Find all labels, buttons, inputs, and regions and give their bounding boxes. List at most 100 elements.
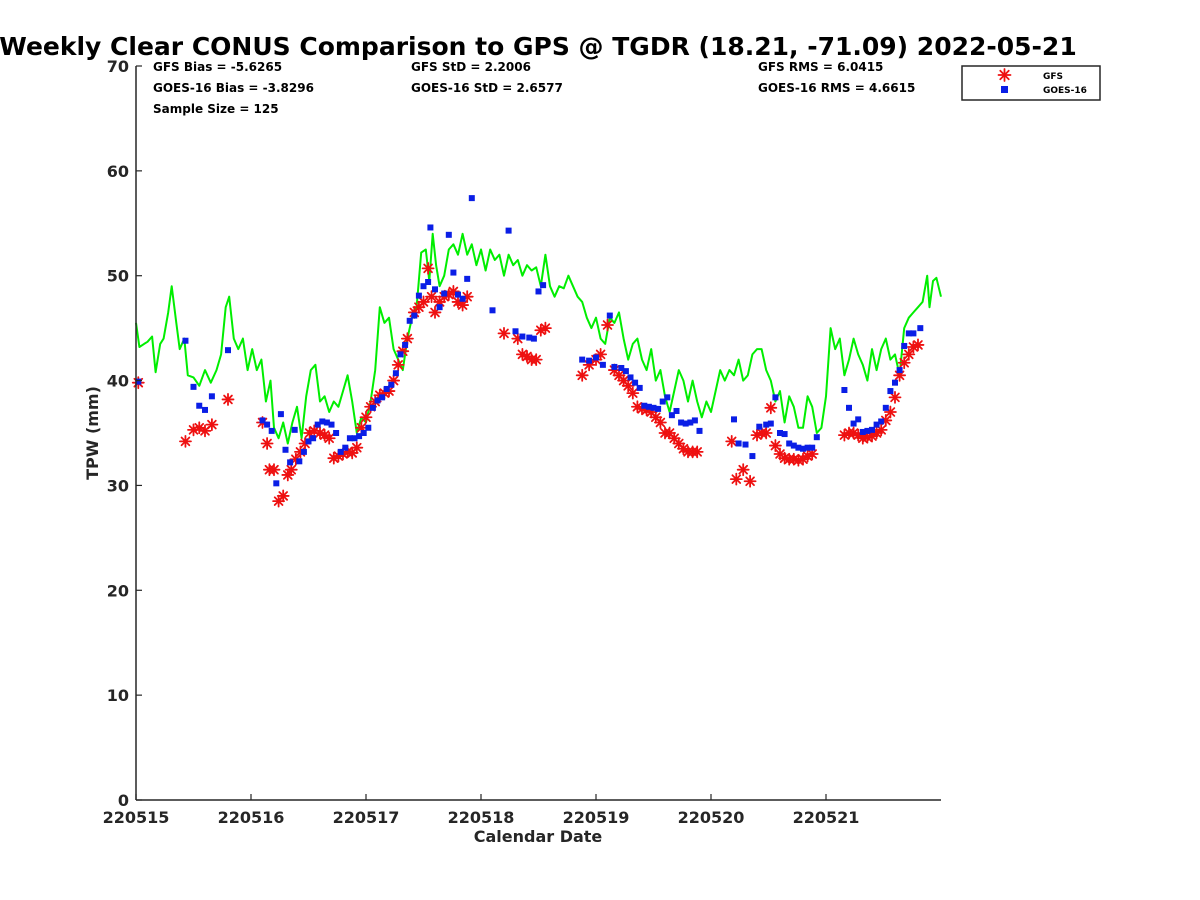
gfs-point — [322, 431, 336, 445]
gfs-point — [260, 437, 274, 450]
goes-point — [664, 394, 671, 401]
x-axis-ticks: 220515 220516 220517 220518 220519 220520 2205… — [103, 794, 860, 827]
goes-point — [579, 356, 586, 363]
gfs-series — [131, 261, 925, 508]
legend-gfs-label: GFS — [1043, 72, 1063, 82]
goes-point — [659, 398, 666, 405]
y-tick-label: 30 — [107, 476, 129, 495]
goes-point — [468, 195, 475, 202]
goes-point — [599, 361, 606, 368]
gfs-point — [759, 426, 773, 440]
goes-point — [781, 431, 788, 438]
goes-point — [526, 334, 533, 341]
x-tick-label: 220519 — [563, 808, 630, 827]
goes-point — [606, 312, 613, 319]
legend-goes-label: GOES-16 — [1043, 86, 1087, 96]
goes-point — [905, 330, 912, 337]
y-axis-ticks: 0 10 20 30 40 50 60 70 — [107, 57, 142, 810]
x-tick-label: 220517 — [333, 808, 400, 827]
goes-point — [678, 419, 685, 426]
goes-point — [196, 402, 203, 409]
goes-point — [259, 417, 266, 424]
goes-point — [687, 419, 694, 426]
goes-point — [264, 421, 271, 428]
goes-point — [650, 404, 657, 411]
goes-point — [346, 435, 353, 442]
goes-point — [641, 402, 648, 409]
goes-point — [489, 307, 496, 314]
goes-point — [333, 430, 340, 436]
goes-point — [225, 347, 231, 354]
gfs-point — [654, 416, 667, 429]
goes-point — [402, 341, 409, 348]
legend: GFS GOES-16 — [961, 65, 1101, 101]
gfs-point — [736, 463, 750, 477]
goes-point — [420, 283, 427, 290]
goes-point — [813, 434, 820, 441]
goes-point — [864, 427, 871, 434]
goes-point — [790, 442, 797, 449]
gfs-point — [764, 401, 778, 415]
x-tick-label: 220515 — [103, 808, 170, 827]
goes-point — [618, 364, 625, 371]
x-axis-label: Calendar Date — [474, 827, 603, 846]
x-tick-label: 220521 — [793, 808, 860, 827]
gfs-point — [529, 353, 543, 367]
y-tick-label: 0 — [118, 791, 129, 810]
goes-point — [850, 420, 857, 427]
goes-point — [841, 387, 848, 394]
goes-point — [388, 381, 395, 388]
gfs-point — [425, 290, 438, 304]
goes-point — [540, 282, 547, 289]
goes-point — [182, 337, 189, 344]
goes-point — [655, 405, 662, 412]
gfs-point — [631, 400, 644, 414]
gfs-point — [539, 321, 552, 335]
legend-box — [961, 65, 1101, 101]
goes-bias-text: GOES-16 Bias = -3.8296 — [153, 81, 314, 95]
gfs-point — [205, 418, 219, 432]
goes-point — [406, 317, 413, 324]
goes-point — [795, 444, 802, 451]
goes-point — [268, 427, 275, 434]
goes-point — [287, 459, 294, 466]
gfs-point — [725, 434, 739, 448]
goes-point — [337, 448, 344, 455]
goes-point — [696, 427, 703, 434]
goes-point — [305, 438, 312, 445]
stats-block: GFS Bias = -5.6265 GOES-16 Bias = -3.829… — [153, 60, 915, 116]
gps-series — [135, 232, 942, 445]
goes-point — [611, 363, 618, 370]
x-tick-label: 220520 — [678, 808, 745, 827]
goes-point — [645, 403, 652, 410]
gfs-point — [276, 489, 290, 503]
goes-point — [282, 446, 289, 453]
goes-point — [691, 417, 698, 424]
goes-rms-text: GOES-16 RMS = 4.6615 — [758, 81, 915, 95]
goes-point — [593, 354, 599, 361]
goes-point — [310, 435, 317, 442]
goes-point — [530, 335, 537, 342]
gfs-point — [497, 326, 511, 340]
gfs-point — [897, 356, 911, 370]
goes-point — [392, 370, 399, 377]
goes-point — [273, 480, 280, 487]
gfs-point — [729, 472, 743, 486]
goes-point — [383, 385, 390, 392]
goes-series — [135, 195, 924, 487]
goes-point — [859, 428, 866, 435]
goes-point — [756, 423, 763, 430]
goes-point — [360, 430, 367, 436]
goes-point — [436, 304, 443, 311]
goes-point — [190, 383, 197, 390]
goes-point — [411, 312, 418, 319]
gfs-point — [769, 439, 782, 452]
y-tick-label: 60 — [107, 162, 129, 181]
y-axis-label: TPW (mm) — [83, 386, 102, 480]
gfs-point — [179, 434, 192, 448]
goes-point — [445, 231, 452, 238]
goes-point — [314, 421, 321, 428]
goes-point — [742, 441, 749, 448]
goes-point — [917, 325, 924, 332]
goes-point — [208, 393, 215, 400]
